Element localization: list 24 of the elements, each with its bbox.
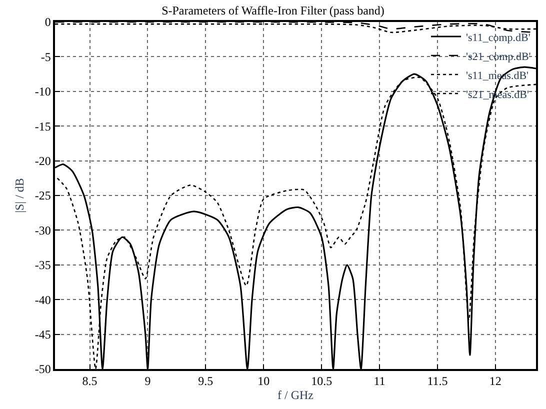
y-axis-title: |S| / dB bbox=[12, 178, 27, 213]
x-tick-label: 10 bbox=[258, 374, 270, 388]
chart-title: S-Parameters of Waffle-Iron Filter (pass band) bbox=[162, 4, 384, 18]
y-tick-label: -45 bbox=[34, 328, 51, 342]
y-tick-label: -10 bbox=[34, 84, 51, 99]
y-tick-label: 0 bbox=[44, 15, 51, 30]
x-tick-label: 8.5 bbox=[82, 374, 98, 388]
y-tick-label: -50 bbox=[34, 362, 51, 376]
y-tick-label: -40 bbox=[34, 292, 51, 307]
y-tick-label: -30 bbox=[34, 223, 51, 238]
x-tick-label: 11 bbox=[374, 374, 386, 388]
x-tick-label: 11.5 bbox=[427, 374, 448, 388]
y-tick-label: -20 bbox=[34, 154, 51, 168]
x-tick-label: 10.5 bbox=[311, 374, 332, 388]
y-tick-label: -25 bbox=[34, 188, 51, 203]
x-tick-label: 9.5 bbox=[198, 374, 214, 388]
y-tick-label: -35 bbox=[34, 258, 51, 272]
legend-label: 's11_comp.dB' bbox=[466, 32, 530, 44]
x-axis-title: f / GHz bbox=[278, 388, 314, 402]
x-tick-label: 12 bbox=[489, 374, 502, 388]
y-tick-label: -15 bbox=[34, 119, 51, 134]
x-tick-label: 9 bbox=[144, 374, 151, 388]
y-tick-label: -5 bbox=[40, 50, 51, 64]
legend-label: 's21_comp.dB' bbox=[466, 50, 531, 63]
